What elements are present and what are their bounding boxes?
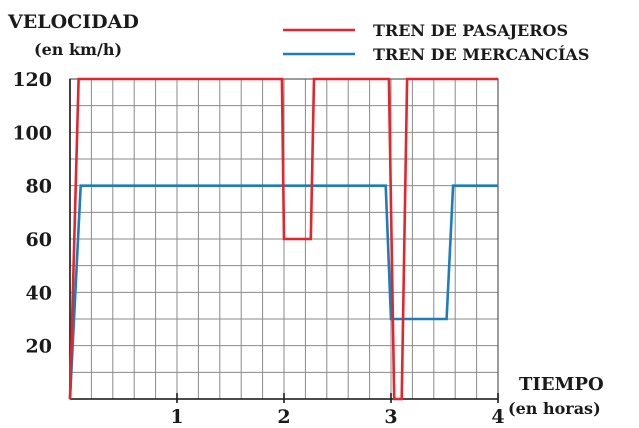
x-tick-label: 1	[170, 406, 183, 428]
x-axis-title: TIEMPO	[519, 374, 604, 395]
y-tick-label: 100	[12, 122, 52, 144]
y-axis-unit: (en km/h)	[34, 40, 122, 59]
y-tick-label: 120	[12, 69, 52, 91]
legend-label: TREN DE MERCANCÍAS	[373, 44, 589, 64]
legend-label: TREN DE PASAJEROS	[373, 21, 568, 40]
x-tick-label: 4	[491, 406, 504, 428]
y-tick-label: 20	[26, 336, 52, 358]
y-axis-title: VELOCIDAD	[7, 11, 139, 33]
series-lines	[68, 77, 498, 401]
x-tick-labels: 1 2 3 4	[170, 393, 505, 428]
series-line	[68, 184, 498, 400]
chart-legend: TREN DE PASAJEROS TREN DE MERCANCÍAS	[283, 21, 589, 64]
y-tick-label: 60	[26, 229, 52, 251]
y-tick-labels: 20 40 60 80 100 120	[12, 69, 52, 358]
series-line	[68, 77, 498, 401]
x-tick-label: 3	[384, 406, 397, 428]
y-tick-label: 80	[26, 176, 52, 198]
x-tick-label: 2	[277, 406, 290, 428]
x-axis-unit: (en horas)	[508, 399, 601, 418]
y-tick-label: 40	[26, 282, 52, 304]
